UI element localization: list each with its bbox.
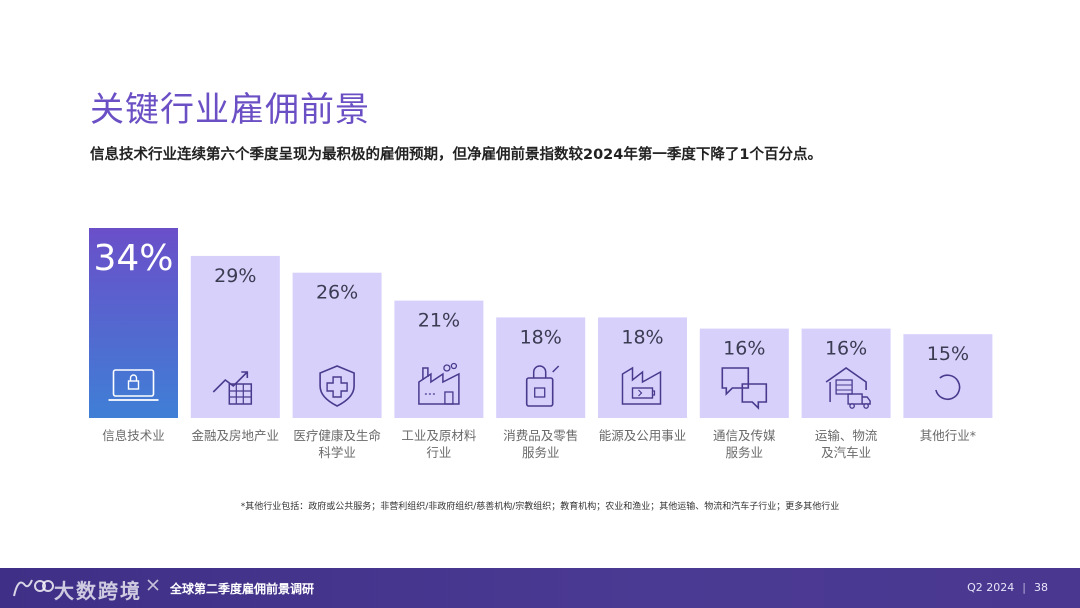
bar-value-label: 18% [621,326,663,348]
page-title: 关键行业雇佣前景 [90,90,370,130]
footer-bar: 大数跨境 全球第二季度雇佣前景调研 Q2 2024 | 38 [0,568,1080,608]
bar-9 [903,334,993,418]
bar-value-label: 16% [825,338,867,360]
category-label: 通信及传媒服务业 [713,428,776,460]
finance-chart-icon [212,371,253,405]
category-label: 金融及房地产业 [192,428,280,443]
category-label: 能源及公用事业 [599,428,687,443]
bar-chart: 34% 信息技术业 29% 金融及房地产业 26% 医疗健康及生命科学业 21% 工业及原材料… [89,228,993,460]
bar-1 [89,228,178,418]
page-subtitle: 信息技术行业连续第六个季度呈现为最积极的雇佣预期，但净雇佣前景指数较2024年第… [90,147,822,163]
bar-3 [292,272,382,418]
bar-8 [801,328,891,418]
bar-value-label: 18% [520,326,562,348]
category-label: 工业及原材料行业 [401,428,477,460]
warehouse-truck-icon [825,367,871,409]
category-label: 运输、物流及汽车业 [815,428,878,460]
report-name: 全球第二季度雇佣前景调研 [170,582,315,596]
page-info: Q2 2024 | 38 [967,581,1048,594]
bar-value-label: 21% [418,310,460,332]
bar-7 [699,328,789,418]
category-label: 信息技术业 [102,428,165,443]
chat-bubbles-icon [721,367,768,410]
brand-logo-icon [13,579,159,597]
category-label: 医疗健康及生命科学业 [293,428,381,460]
separator: | [1022,581,1026,594]
health-shield-icon [319,365,355,407]
category-label: 其他行业* [920,428,976,443]
loading-circle-icon [935,374,961,400]
category-label: 消费品及零售服务业 [503,428,578,460]
factory-icon [418,362,460,405]
bar-value-label: 26% [316,282,358,304]
bar-value-label: 16% [723,338,765,360]
shopping-bag-icon [525,365,560,407]
bar-value-label: 15% [927,343,969,365]
brand-name: 大数跨境 [54,579,142,603]
page-number: 38 [1034,581,1048,594]
bar-4 [394,300,484,418]
bar-5 [496,317,586,418]
report-period: Q2 2024 [967,581,1015,594]
footnote: *其他行业包括：政府或公共服务；非营利组织/非政府组织/慈善机构/宗教组织；教育… [240,502,840,512]
laptop-lock-icon [108,369,159,401]
bar-value-label: 34% [93,238,173,279]
bar-6 [598,317,687,418]
energy-battery-icon [621,366,662,405]
bar-value-label: 29% [214,265,256,287]
